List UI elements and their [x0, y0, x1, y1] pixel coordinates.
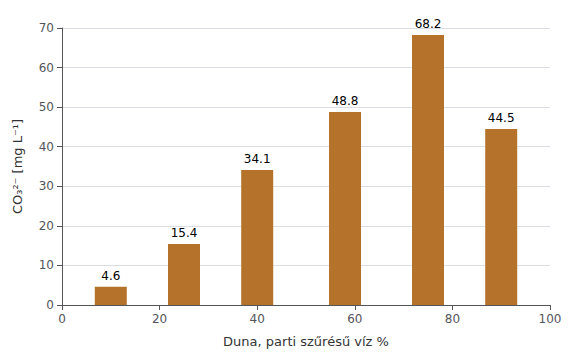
svg-text:0: 0 [58, 312, 66, 326]
svg-text:15.4: 15.4 [171, 226, 198, 240]
svg-text:60: 60 [347, 312, 362, 326]
svg-text:0: 0 [46, 298, 54, 312]
svg-text:40: 40 [39, 140, 54, 154]
svg-text:30: 30 [39, 179, 54, 193]
svg-text:4.6: 4.6 [101, 269, 120, 283]
svg-text:44.5: 44.5 [488, 111, 515, 125]
svg-text:Duna, parti szűrésű víz %: Duna, parti szűrésű víz % [223, 334, 389, 349]
svg-text:40: 40 [250, 312, 265, 326]
svg-text:20: 20 [152, 312, 167, 326]
svg-text:70: 70 [39, 21, 54, 35]
svg-text:60: 60 [39, 61, 54, 75]
svg-text:100: 100 [539, 312, 562, 326]
svg-text:48.8: 48.8 [332, 94, 359, 108]
svg-text:CO₃²⁻ [mg L⁻¹]: CO₃²⁻ [mg L⁻¹] [10, 119, 25, 214]
svg-text:34.1: 34.1 [244, 152, 271, 166]
svg-text:80: 80 [445, 312, 460, 326]
svg-text:50: 50 [39, 100, 54, 114]
svg-text:20: 20 [39, 219, 54, 233]
svg-text:68.2: 68.2 [415, 17, 442, 31]
svg-text:10: 10 [39, 258, 54, 272]
